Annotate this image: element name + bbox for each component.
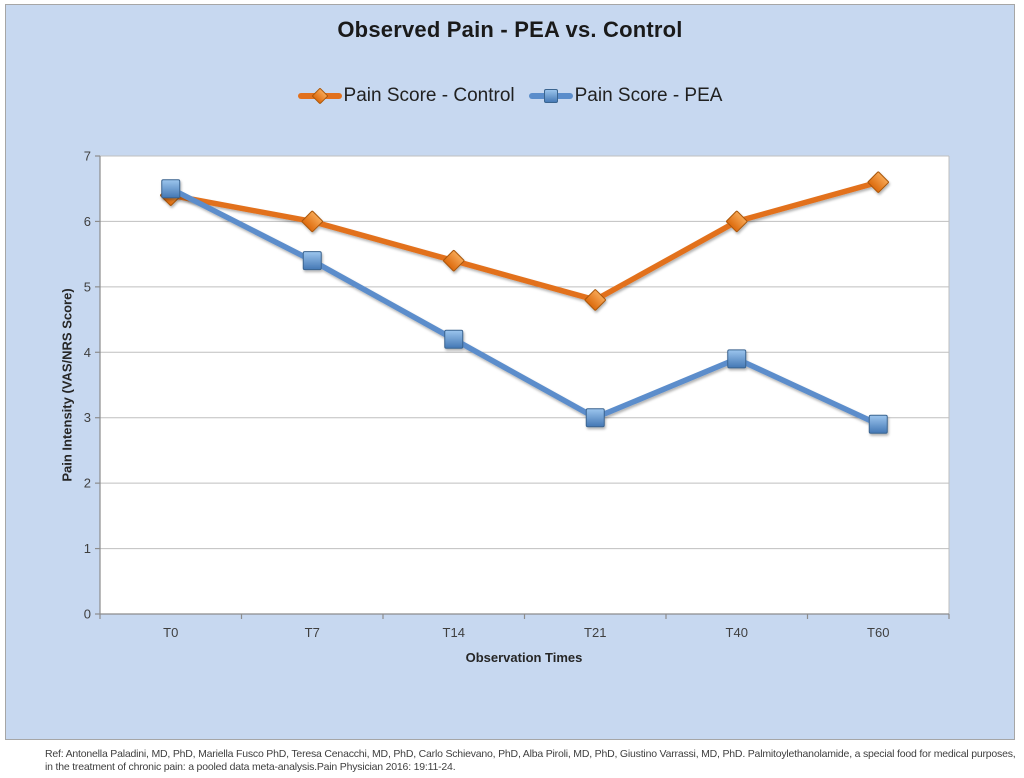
chart-title: Observed Pain - PEA vs. Control [337,17,683,42]
svg-text:5: 5 [84,279,91,294]
svg-text:T60: T60 [867,625,889,640]
legend-item-control: Pain Score - Control [297,83,515,109]
svg-text:3: 3 [84,410,91,425]
svg-text:6: 6 [84,214,91,229]
svg-text:T0: T0 [163,625,178,640]
svg-text:T7: T7 [305,625,320,640]
legend-label-pea: Pain Score - PEA [574,85,723,106]
chart-card: 0 1 2 3 4 5 6 7 T0 T7 T14 T21 T40 T60 Observed Pain -… [5,4,1015,740]
control-series-marker-icon [297,83,342,109]
svg-text:4: 4 [84,345,91,360]
svg-text:7: 7 [84,149,91,164]
pea-series-marker-icon [528,83,573,109]
svg-text:0: 0 [84,607,91,622]
y-axis-title: Pain Intensity (VAS/NRS Score) [59,288,75,482]
reference-footnote-line1: Ref: Antonella Paladini, MD, PhD, Mariel… [45,748,1016,760]
legend: Pain Score - Control Pain Score - PEA [6,83,1014,109]
legend-label-control: Pain Score - Control [343,85,515,106]
reference-footnote: Ref: Antonella Paladini, MD, PhD, Mariel… [45,748,1016,774]
svg-text:1: 1 [84,541,91,556]
svg-text:T14: T14 [443,625,465,640]
plot-area-svg: 0 1 2 3 4 5 6 7 T0 T7 T14 T21 T40 T60 [84,149,950,640]
reference-footnote-line2: in the treatment of chronic pain: a pool… [45,761,456,773]
x-axis-title: Observation Times [465,650,583,665]
svg-text:T40: T40 [726,625,748,640]
legend-item-pea: Pain Score - PEA [528,83,723,109]
svg-text:T21: T21 [584,625,606,640]
svg-text:2: 2 [84,476,91,491]
